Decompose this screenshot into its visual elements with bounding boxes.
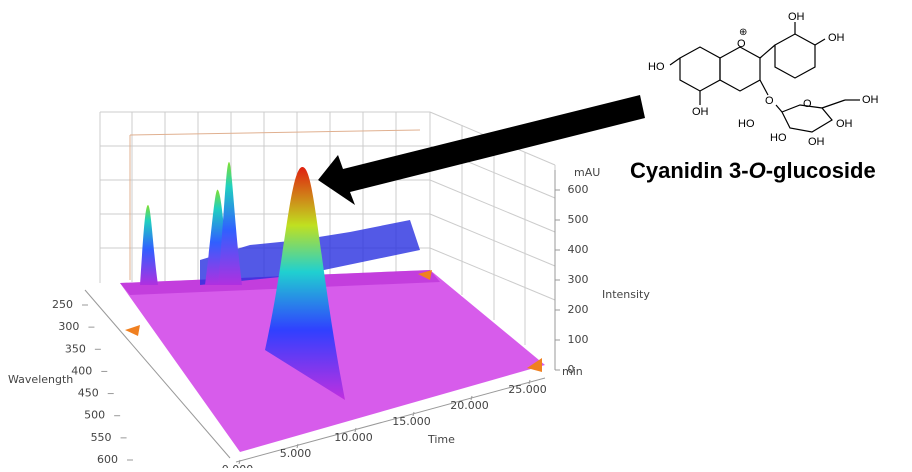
time-tick [412,411,415,417]
time-tick-label: 15.000 [392,415,431,428]
atom: HO [738,118,755,130]
wavelength-tick-label: 600 [97,453,118,466]
molecule [669,22,860,133]
time-unit: min [562,365,583,378]
intensity-label: Intensity [602,288,650,301]
time-tick-label: 25.000 [508,383,547,396]
peak [218,162,242,285]
wavelength-axis [84,289,231,459]
name-part: -glucoside [766,158,876,183]
atom: OH [808,136,825,148]
wavelength-tick-label: 350 [65,342,86,355]
time-tick-label: 20.000 [450,399,489,412]
intensity-tick-label: 200 [568,303,589,316]
wavelength-tick-label: 400 [71,364,92,377]
atom: HO [648,61,665,73]
atom: OH [788,11,805,23]
intensity-tick-label: 600 [568,183,589,196]
atom: OH [692,106,709,118]
time-tick [296,443,299,449]
wavelength-tick-label: 300 [58,320,79,333]
marker [125,325,140,336]
time-tick-label: 10.000 [334,431,373,444]
atom: O [803,98,812,110]
atom: OH [862,94,879,106]
intensity-tick-label: 100 [568,333,589,346]
time-label: Time [427,433,455,446]
marker [418,270,432,280]
wavelength-tick-label: 450 [78,387,99,400]
time-tick [470,395,473,401]
time-axis [235,377,546,463]
intensity-tick-label: 0 [568,363,575,376]
atom: O [737,38,746,50]
atom: OH [828,32,845,44]
charge: ⊕ [739,27,747,38]
peak [140,205,158,285]
intensity-tick-label: 300 [568,273,589,286]
arrow [318,95,645,205]
time-tick [528,379,531,385]
time-tick-label: 0.000 [222,463,254,468]
marker [527,358,542,372]
intensity-unit: mAU [574,166,600,179]
peak [265,166,345,400]
wavelength-label: Wavelength [8,373,73,386]
time-tick-label: 5.000 [280,447,312,460]
wavelength-tick-label: 550 [91,431,112,444]
intensity-tick-label: 400 [568,243,589,256]
intensity-tick-label: 500 [568,213,589,226]
time-tick [238,459,241,465]
atom: HO [770,132,787,144]
wavelength-tick-label: 250 [52,298,73,311]
name-part: Cyanidin 3- [630,158,749,183]
name-part: O [749,158,766,183]
wavelength-tick-label: 500 [84,409,105,422]
atom: O [765,95,774,107]
compound-name: Cyanidin 3-O-glucoside [630,158,876,183]
atom: OH [836,118,853,130]
time-tick [354,427,357,433]
